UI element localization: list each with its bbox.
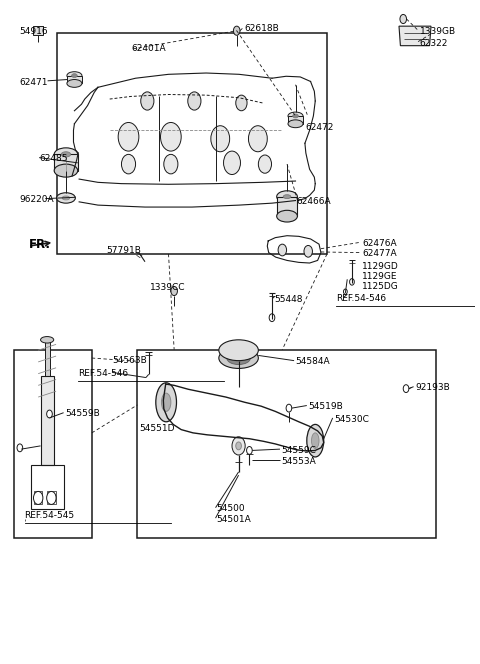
Circle shape (403, 384, 409, 392)
Text: 1129GE: 1129GE (362, 272, 398, 281)
Text: 54563B: 54563B (112, 356, 147, 365)
Circle shape (141, 92, 154, 110)
Text: 54559C: 54559C (281, 446, 316, 455)
Ellipse shape (283, 195, 291, 199)
Bar (47, 491, 56, 505)
Bar (54, 154, 78, 171)
Ellipse shape (62, 196, 70, 200)
Circle shape (160, 122, 181, 151)
Text: REF.54-546: REF.54-546 (336, 294, 386, 303)
Text: 62322: 62322 (420, 39, 448, 48)
Text: 54530C: 54530C (334, 415, 369, 424)
Text: FR.: FR. (29, 238, 51, 250)
Circle shape (269, 314, 275, 321)
Polygon shape (399, 26, 431, 46)
Circle shape (247, 446, 252, 454)
Ellipse shape (219, 348, 258, 369)
Text: 62466A: 62466A (297, 197, 331, 207)
Bar (40, 376, 54, 465)
Text: 54501A: 54501A (216, 515, 251, 524)
Ellipse shape (57, 193, 75, 203)
Text: 54519B: 54519B (308, 402, 343, 411)
Circle shape (211, 125, 229, 152)
Circle shape (400, 15, 407, 23)
Bar (34, 491, 42, 505)
Text: 54500: 54500 (216, 505, 245, 513)
Circle shape (249, 125, 267, 152)
Circle shape (286, 404, 292, 412)
Circle shape (278, 244, 287, 256)
Bar (57, 33, 327, 254)
Text: 1339GB: 1339GB (420, 27, 456, 36)
Text: 1339CC: 1339CC (150, 283, 185, 291)
Ellipse shape (67, 72, 82, 80)
Ellipse shape (40, 337, 54, 343)
Ellipse shape (219, 340, 258, 361)
Ellipse shape (276, 191, 298, 203)
Text: 55448: 55448 (274, 295, 302, 304)
Circle shape (304, 246, 312, 257)
Ellipse shape (288, 120, 303, 127)
Text: 1129GD: 1129GD (362, 262, 399, 272)
Ellipse shape (161, 393, 171, 412)
Circle shape (171, 286, 178, 295)
Bar (137, 349, 436, 539)
Text: 62401A: 62401A (132, 44, 167, 53)
Circle shape (188, 92, 201, 110)
Text: 62485: 62485 (39, 155, 68, 163)
Text: 62471: 62471 (19, 78, 48, 87)
Circle shape (47, 410, 52, 418)
Text: 54916: 54916 (19, 27, 48, 36)
Text: 54584A: 54584A (296, 357, 330, 366)
Ellipse shape (288, 112, 303, 120)
Circle shape (349, 279, 354, 285)
Ellipse shape (72, 74, 77, 78)
Circle shape (164, 154, 178, 174)
Bar (67, 76, 82, 84)
Text: 57791B: 57791B (106, 246, 141, 254)
Circle shape (236, 95, 247, 111)
Text: 1125DG: 1125DG (362, 282, 399, 291)
Text: 54559B: 54559B (65, 410, 100, 418)
Bar (14, 349, 92, 539)
Ellipse shape (312, 433, 319, 448)
Ellipse shape (67, 80, 82, 88)
Circle shape (121, 154, 135, 174)
Bar (45, 340, 50, 378)
Bar (33, 26, 43, 35)
Ellipse shape (54, 164, 78, 177)
Ellipse shape (227, 351, 251, 365)
Bar (276, 197, 298, 216)
Text: REF.54-546: REF.54-546 (78, 369, 128, 378)
Text: 62476A: 62476A (362, 239, 397, 248)
Circle shape (224, 151, 240, 175)
Circle shape (34, 491, 43, 505)
Bar (31, 465, 63, 509)
Ellipse shape (156, 382, 177, 422)
Text: 54553A: 54553A (281, 457, 316, 466)
Circle shape (17, 444, 23, 452)
Ellipse shape (61, 152, 71, 157)
Ellipse shape (54, 148, 78, 161)
Circle shape (118, 122, 139, 151)
Circle shape (232, 437, 245, 455)
Ellipse shape (276, 210, 298, 222)
Text: 92193B: 92193B (415, 383, 450, 392)
Circle shape (344, 289, 347, 294)
Circle shape (47, 491, 56, 505)
Circle shape (236, 442, 241, 450)
Text: 54551D: 54551D (139, 424, 174, 433)
Text: REF.54-545: REF.54-545 (24, 511, 75, 520)
Ellipse shape (307, 424, 324, 457)
Text: 62472: 62472 (306, 123, 334, 131)
Text: 62618B: 62618B (245, 25, 279, 33)
Text: 62477A: 62477A (362, 250, 397, 258)
Text: 96220A: 96220A (19, 195, 54, 205)
Circle shape (233, 26, 240, 35)
Bar (288, 116, 303, 124)
Ellipse shape (293, 114, 299, 118)
Circle shape (258, 155, 272, 173)
